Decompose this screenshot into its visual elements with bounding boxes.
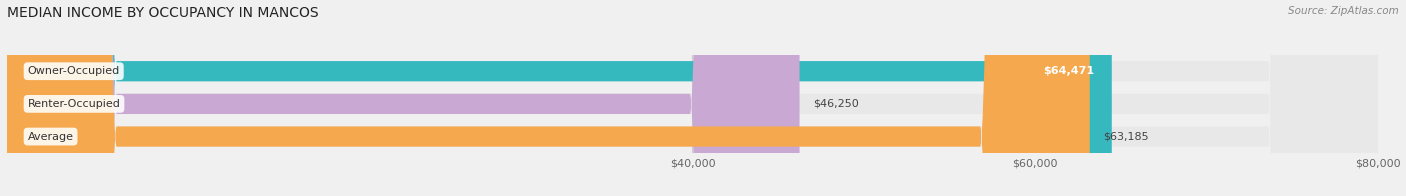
Text: Owner-Occupied: Owner-Occupied (28, 66, 120, 76)
Text: Renter-Occupied: Renter-Occupied (28, 99, 121, 109)
Text: Average: Average (28, 132, 73, 142)
FancyBboxPatch shape (7, 0, 1378, 196)
Text: $64,471: $64,471 (1043, 66, 1095, 76)
Text: $63,185: $63,185 (1104, 132, 1149, 142)
FancyBboxPatch shape (7, 0, 1090, 196)
FancyBboxPatch shape (7, 0, 1378, 196)
Text: $46,250: $46,250 (813, 99, 859, 109)
Text: MEDIAN INCOME BY OCCUPANCY IN MANCOS: MEDIAN INCOME BY OCCUPANCY IN MANCOS (7, 6, 319, 20)
FancyBboxPatch shape (7, 0, 800, 196)
FancyBboxPatch shape (7, 0, 1112, 196)
Text: Source: ZipAtlas.com: Source: ZipAtlas.com (1288, 6, 1399, 16)
FancyBboxPatch shape (7, 0, 1378, 196)
